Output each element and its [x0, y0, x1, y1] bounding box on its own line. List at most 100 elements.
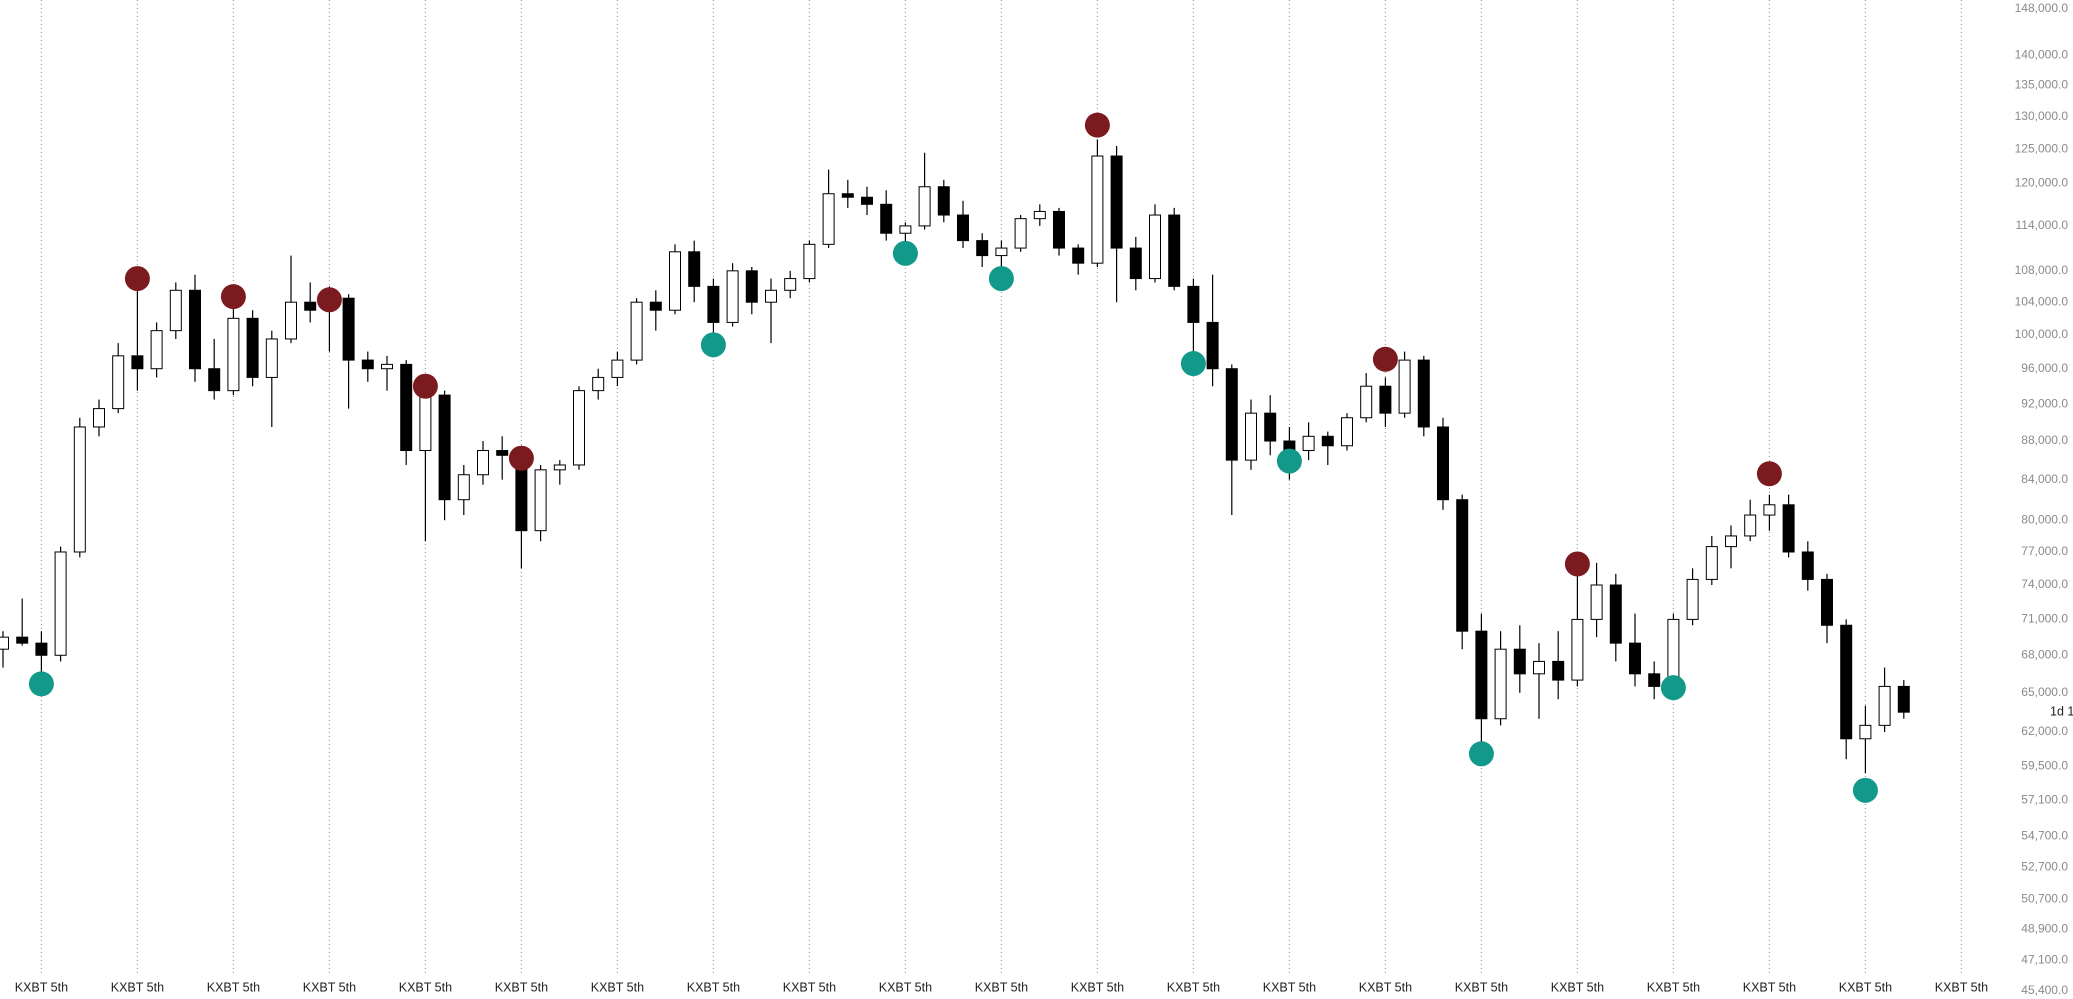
- candle-body: [880, 203, 893, 234]
- event-label: KXBT 5th: [975, 980, 1028, 994]
- countdown: 1d 11h: [2050, 704, 2073, 718]
- candle-body: [1475, 630, 1488, 720]
- event-label: KXBT 5th: [1359, 980, 1412, 994]
- candle-body: [1206, 321, 1219, 370]
- candle-body: [1859, 724, 1872, 740]
- candle-body: [1840, 624, 1853, 740]
- candle-body: [1648, 673, 1661, 687]
- y-tick-label: 59,500.0: [2021, 758, 2068, 772]
- y-tick-label: 71,000.0: [2021, 612, 2068, 626]
- event-label: KXBT 5th: [111, 980, 164, 994]
- candle-body: [381, 363, 393, 370]
- candle-body: [1168, 214, 1181, 287]
- candle-body: [131, 355, 144, 370]
- event-label: KXBT 5th: [1167, 980, 1220, 994]
- y-tick-label: 114,000.0: [2016, 218, 2069, 232]
- candle-body: [169, 289, 182, 332]
- candle-body: [1302, 435, 1315, 452]
- y-tick-label: 125,000.0: [2015, 142, 2069, 156]
- candle-body: [1033, 210, 1046, 220]
- candle-body: [419, 394, 432, 452]
- event-marker: [124, 266, 150, 292]
- y-tick-label: 140,000.0: [2015, 47, 2069, 61]
- y-tick-label: 84,000.0: [2021, 472, 2068, 486]
- candle-body: [707, 285, 720, 323]
- candle-body: [1110, 155, 1123, 249]
- candle-body: [1149, 214, 1161, 280]
- event-label: KXBT 5th: [1263, 980, 1316, 994]
- event-label: KXBT 5th: [1551, 980, 1604, 994]
- event-marker: [220, 284, 246, 310]
- candle-body: [246, 317, 259, 378]
- candle-body: [957, 214, 969, 242]
- candle-body: [918, 186, 931, 227]
- event-label: KXBT 5th: [1071, 980, 1124, 994]
- candle-body: [150, 330, 163, 370]
- candle-body: [35, 642, 48, 656]
- y-tick-label: 52,700.0: [2021, 859, 2068, 873]
- y-tick-label: 135,000.0: [2015, 78, 2069, 92]
- candle-body: [73, 426, 86, 553]
- event-marker: [1276, 448, 1302, 474]
- candle-body: [1744, 514, 1757, 537]
- candle-body: [803, 243, 816, 280]
- y-tick-label: 68,000.0: [2021, 647, 2068, 661]
- candle-body: [937, 186, 950, 216]
- y-tick-label: 92,000.0: [2021, 396, 2068, 410]
- event-marker: [1468, 741, 1494, 767]
- event-label: KXBT 5th: [879, 980, 932, 994]
- event-marker: [1660, 675, 1686, 701]
- event-marker: [1852, 777, 1878, 803]
- event-marker: [1756, 461, 1782, 487]
- candle-body: [1763, 504, 1776, 516]
- candle-body: [1398, 359, 1411, 414]
- candle-body: [1897, 685, 1910, 713]
- candle-body: [745, 270, 758, 303]
- candle-body: [1725, 535, 1737, 548]
- candle-body: [438, 394, 451, 501]
- candle-body: [265, 338, 278, 378]
- y-tick-label: 57,100.0: [2021, 793, 2068, 807]
- event-marker: [1084, 112, 1110, 138]
- event-label: KXBT 5th: [207, 980, 260, 994]
- candle-body: [726, 270, 739, 323]
- candle-body: [1437, 426, 1449, 501]
- candle-body: [592, 376, 605, 392]
- candle-body: [1705, 546, 1718, 580]
- candle-body: [304, 301, 317, 311]
- candle-body: [1321, 435, 1334, 447]
- candle-body: [1053, 210, 1065, 249]
- candle-body: [1417, 359, 1430, 428]
- event-label: KXBT 5th: [1647, 980, 1700, 994]
- candle-body: [93, 408, 105, 428]
- candle-body: [630, 301, 643, 361]
- candle-body: [765, 289, 777, 303]
- event-label: KXBT 5th: [687, 980, 740, 994]
- y-tick-label: 100,000.0: [2015, 327, 2069, 341]
- event-marker: [700, 332, 726, 358]
- event-marker: [1564, 551, 1590, 577]
- candle-body: [1014, 218, 1027, 249]
- candle-body: [285, 301, 297, 340]
- candle-body: [457, 474, 470, 501]
- y-tick-label: 130,000.0: [2015, 109, 2069, 123]
- candle-body: [112, 355, 125, 410]
- candle-body: [1072, 247, 1085, 264]
- y-tick-label: 48,900.0: [2021, 921, 2068, 935]
- candle-body: [573, 390, 585, 466]
- candle-body: [0, 636, 9, 650]
- y-tick-label: 104,000.0: [2015, 294, 2069, 308]
- y-tick-label: 54,700.0: [2021, 828, 2068, 842]
- candle-body: [1264, 412, 1277, 442]
- candle-body: [1590, 584, 1603, 620]
- candle-body: [1494, 648, 1507, 720]
- event-marker: [1180, 351, 1206, 377]
- y-tick-label: 88,000.0: [2021, 433, 2068, 447]
- candle-body: [1245, 412, 1257, 461]
- candle-body: [534, 469, 547, 532]
- candle-body: [1341, 417, 1353, 447]
- event-marker: [316, 287, 342, 313]
- y-tick-label: 80,000.0: [2021, 512, 2068, 526]
- candle-body: [342, 297, 355, 361]
- candle-body: [1225, 368, 1238, 461]
